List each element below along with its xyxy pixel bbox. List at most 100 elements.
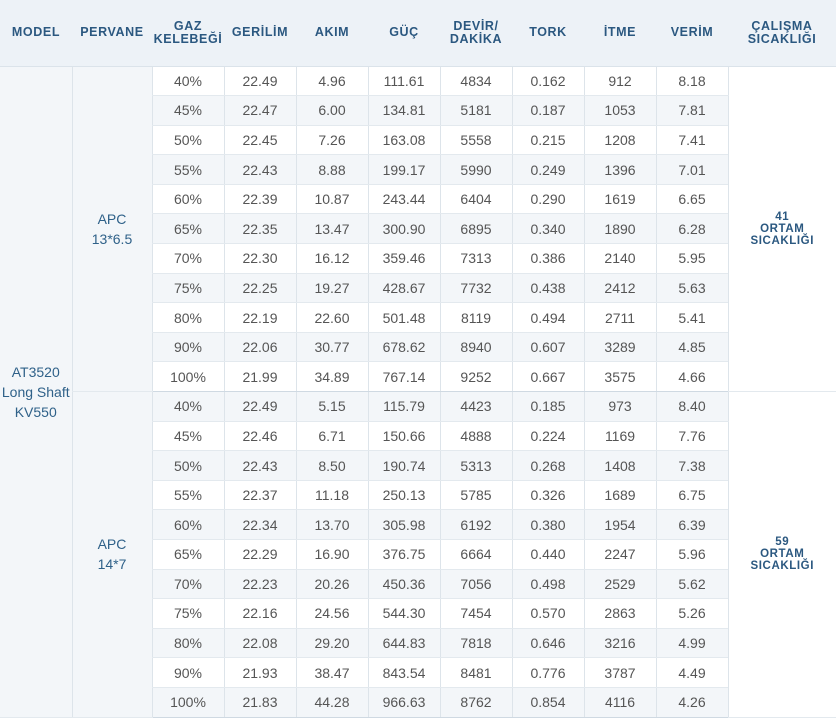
cell-power: 115.79 — [367, 391, 440, 422]
cell-efficiency: 6.28 — [655, 213, 728, 245]
operating-temp-cell: 59 ORTAM SICAKLIĞI — [727, 391, 836, 718]
cell-voltage: 22.25 — [223, 273, 296, 304]
header-power: GÜÇ — [368, 0, 440, 67]
cell-voltage: 22.46 — [223, 421, 296, 452]
cell-voltage: 21.99 — [223, 361, 296, 393]
cell-torque: 0.646 — [511, 628, 584, 659]
cell-current: 10.87 — [295, 184, 368, 215]
model-name-line: Long Shaft — [1, 383, 70, 400]
cell-power: 150.66 — [367, 421, 440, 452]
cell-voltage: 22.35 — [223, 213, 296, 245]
cell-power: 644.83 — [367, 628, 440, 659]
cell-thrust: 3216 — [583, 628, 656, 659]
cell-voltage: 22.06 — [223, 332, 296, 363]
cell-voltage: 22.49 — [223, 391, 296, 422]
table-row: 45% 22.46 6.71 150.66 4888 0.224 1169 7.76 — [0, 421, 836, 452]
cell-throttle: 100% — [151, 361, 224, 393]
cell-current: 16.12 — [295, 243, 368, 274]
table-row: 55% 22.37 11.18 250.13 5785 0.326 1689 6.75 — [0, 480, 836, 511]
cell-efficiency: 7.01 — [655, 154, 728, 185]
cell-thrust: 1619 — [583, 184, 656, 215]
cell-thrust: 4116 — [583, 687, 656, 718]
cell-efficiency: 4.26 — [655, 687, 728, 718]
header-operating-temp: ÇALIŞMA SICAKLIĞI — [728, 0, 836, 67]
table-body: AT3520 Long Shaft KV550 APC 13*6.5 40% 22.49 4.… — [0, 66, 836, 718]
cell-rpm: 7732 — [439, 273, 512, 304]
cell-current: 11.18 — [295, 480, 368, 511]
cell-power: 544.30 — [367, 598, 440, 629]
cell-current: 30.77 — [295, 332, 368, 363]
cell-rpm: 6192 — [439, 509, 512, 540]
cell-power: 199.17 — [367, 154, 440, 185]
header-torque: TORK — [512, 0, 584, 67]
cell-throttle: 55% — [151, 154, 224, 185]
header-propeller: PERVANE — [72, 0, 152, 67]
cell-efficiency: 4.85 — [655, 332, 728, 363]
cell-rpm: 8481 — [439, 657, 512, 688]
cell-throttle: 45% — [151, 421, 224, 452]
cell-throttle: 65% — [151, 539, 224, 570]
operating-temp-line: 59 — [775, 536, 790, 549]
cell-torque: 0.340 — [511, 213, 584, 245]
cell-torque: 0.215 — [511, 125, 584, 156]
cell-thrust: 2711 — [583, 302, 656, 333]
operating-temp-line: 41 — [775, 210, 790, 223]
table-row: 90% 22.06 30.77 678.62 8940 0.607 3289 4.85 — [0, 332, 836, 363]
cell-current: 20.26 — [295, 569, 368, 600]
cell-voltage: 22.29 — [223, 539, 296, 570]
table-row: 50% 22.45 7.26 163.08 5558 0.215 1208 7.41 — [0, 125, 836, 156]
model-cell: AT3520 Long Shaft KV550 — [0, 66, 72, 718]
cell-current: 4.96 — [295, 66, 368, 97]
cell-throttle: 75% — [151, 598, 224, 629]
header-label: İTME — [603, 25, 637, 40]
cell-thrust: 1890 — [583, 213, 656, 245]
cell-torque: 0.386 — [511, 243, 584, 274]
cell-power: 428.67 — [367, 273, 440, 304]
cell-torque: 0.607 — [511, 332, 584, 363]
operating-temp-line: ORTAM — [760, 222, 805, 235]
cell-power: 450.36 — [367, 569, 440, 600]
cell-current: 22.60 — [295, 302, 368, 333]
propeller-label-line: 13*6.5 — [91, 230, 133, 247]
cell-throttle: 80% — [151, 628, 224, 659]
table-row: 50% 22.43 8.50 190.74 5313 0.268 1408 7.38 — [0, 450, 836, 481]
cell-voltage: 22.34 — [223, 509, 296, 540]
cell-power: 678.62 — [367, 332, 440, 363]
cell-current: 8.88 — [295, 154, 368, 185]
table-row: 45% 22.47 6.00 134.81 5181 0.187 1053 7.81 — [0, 95, 836, 126]
cell-torque: 0.440 — [511, 539, 584, 570]
operating-temp-line: SICAKLIĞI — [750, 234, 815, 247]
cell-voltage: 21.83 — [223, 687, 296, 718]
cell-current: 29.20 — [295, 628, 368, 659]
cell-rpm: 9252 — [439, 361, 512, 393]
table-row: 55% 22.43 8.88 199.17 5990 0.249 1396 7.01 — [0, 154, 836, 185]
header-label: GERİLİM — [231, 25, 289, 40]
model-name-line: KV550 — [14, 403, 57, 420]
cell-power: 300.90 — [367, 213, 440, 245]
table-row: 80% 22.08 29.20 644.83 7818 0.646 3216 4.99 — [0, 628, 836, 659]
cell-rpm: 5181 — [439, 95, 512, 126]
cell-throttle: 65% — [151, 213, 224, 245]
operating-temp-cell: 41 ORTAM SICAKLIĞI — [727, 66, 836, 393]
cell-voltage: 22.43 — [223, 450, 296, 481]
cell-power: 163.08 — [367, 125, 440, 156]
cell-thrust: 1396 — [583, 154, 656, 185]
header-current: AKIM — [296, 0, 368, 67]
cell-rpm: 5785 — [439, 480, 512, 511]
cell-current: 5.15 — [295, 391, 368, 422]
cell-thrust: 912 — [583, 66, 656, 97]
cell-current: 38.47 — [295, 657, 368, 688]
cell-throttle: 75% — [151, 273, 224, 304]
cell-current: 7.26 — [295, 125, 368, 156]
cell-power: 111.61 — [367, 66, 440, 97]
cell-thrust: 2412 — [583, 273, 656, 304]
cell-current: 13.47 — [295, 213, 368, 245]
cell-efficiency: 4.66 — [655, 361, 728, 393]
cell-voltage: 22.16 — [223, 598, 296, 629]
cell-torque: 0.494 — [511, 302, 584, 333]
cell-voltage: 22.43 — [223, 154, 296, 185]
header-label: TORK — [529, 25, 567, 40]
cell-thrust: 2247 — [583, 539, 656, 570]
cell-throttle: 45% — [151, 95, 224, 126]
cell-current: 34.89 — [295, 361, 368, 393]
